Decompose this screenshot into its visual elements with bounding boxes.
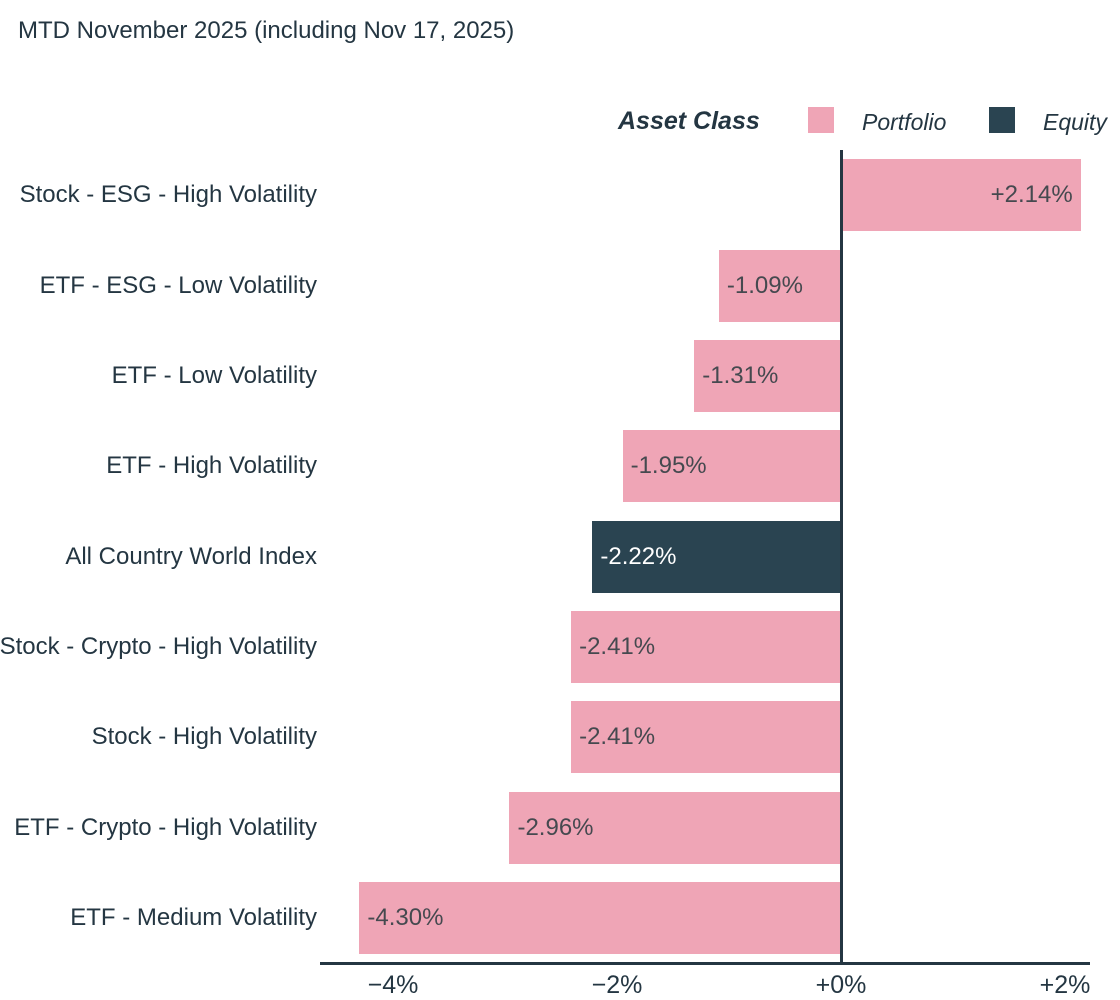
x-tick-label: −2% bbox=[591, 971, 643, 999]
bar-portfolio: -1.31% bbox=[694, 339, 841, 412]
category-label: Stock - Crypto - High Volatility bbox=[0, 632, 317, 660]
bar-value-label: -2.22% bbox=[600, 542, 677, 570]
category-label: Stock - ESG - High Volatility bbox=[19, 181, 317, 209]
bar-value-label: -2.41% bbox=[579, 632, 656, 660]
category-label: Stock - High Volatility bbox=[91, 723, 317, 751]
category-label: ETF - Medium Volatility bbox=[70, 903, 317, 931]
legend-swatch-equity bbox=[989, 107, 1015, 133]
bar-portfolio: -1.09% bbox=[718, 249, 841, 322]
bar-portfolio: -2.96% bbox=[509, 791, 841, 864]
bar-portfolio: -1.95% bbox=[622, 430, 841, 503]
bar-value-label: -4.30% bbox=[367, 903, 444, 931]
x-tick-label: +0% bbox=[815, 971, 867, 999]
bar-value-label: -1.31% bbox=[702, 361, 779, 389]
legend-title: Asset Class bbox=[618, 107, 760, 135]
chart-title: MTD November 2025 (including Nov 17, 202… bbox=[18, 17, 515, 44]
bar-value-label: +2.14% bbox=[990, 181, 1073, 209]
bar-portfolio: +2.14% bbox=[841, 159, 1081, 232]
legend-label-equity: Equity bbox=[1043, 109, 1107, 135]
category-label: ETF - High Volatility bbox=[106, 452, 317, 480]
bar-value-label: -2.41% bbox=[579, 723, 656, 751]
x-tick-label: +2% bbox=[1039, 971, 1091, 999]
bar-value-label: -1.09% bbox=[726, 271, 803, 299]
bar-value-label: -1.95% bbox=[630, 452, 707, 480]
bar-value-label: -2.96% bbox=[517, 813, 594, 841]
zero-axis-line bbox=[840, 150, 843, 965]
bar-portfolio: -2.41% bbox=[571, 610, 841, 683]
x-axis-line bbox=[320, 962, 1090, 965]
bar-portfolio: -2.41% bbox=[571, 701, 841, 774]
bar-portfolio: -4.30% bbox=[359, 881, 841, 954]
category-label: ETF - Low Volatility bbox=[111, 361, 317, 389]
legend-label-portfolio: Portfolio bbox=[862, 109, 947, 135]
category-label: ETF - Crypto - High Volatility bbox=[14, 813, 317, 841]
category-label: ETF - ESG - Low Volatility bbox=[39, 271, 317, 299]
category-label: All Country World Index bbox=[65, 542, 317, 570]
x-tick-label: −4% bbox=[367, 971, 419, 999]
bar-equity: -2.22% bbox=[592, 520, 841, 593]
legend-swatch-portfolio bbox=[808, 107, 834, 133]
